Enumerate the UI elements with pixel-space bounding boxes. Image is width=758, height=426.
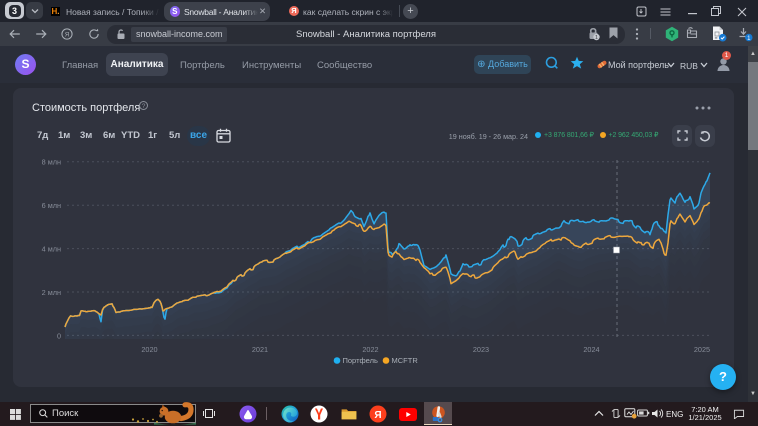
svg-text:4 млн: 4 млн <box>42 245 61 254</box>
svg-text:6 млн: 6 млн <box>42 201 61 210</box>
svg-text:Портфель: Портфель <box>343 356 378 365</box>
svg-text:2020: 2020 <box>141 345 157 354</box>
svg-text:1: 1 <box>747 36 751 42</box>
svg-text:Я: Я <box>65 32 69 38</box>
svg-text:MCFTR: MCFTR <box>392 356 419 365</box>
svg-text:2024: 2024 <box>583 345 599 354</box>
svg-text:2021: 2021 <box>252 345 268 354</box>
svg-text:1: 1 <box>595 35 598 41</box>
svg-text:2023: 2023 <box>473 345 489 354</box>
svg-text:0: 0 <box>57 332 61 341</box>
svg-text:Я: Я <box>374 410 381 421</box>
svg-text:2025: 2025 <box>694 345 710 354</box>
svg-text:2022: 2022 <box>362 345 378 354</box>
svg-text:2 млн: 2 млн <box>42 288 61 297</box>
svg-text:8 млн: 8 млн <box>42 158 61 167</box>
